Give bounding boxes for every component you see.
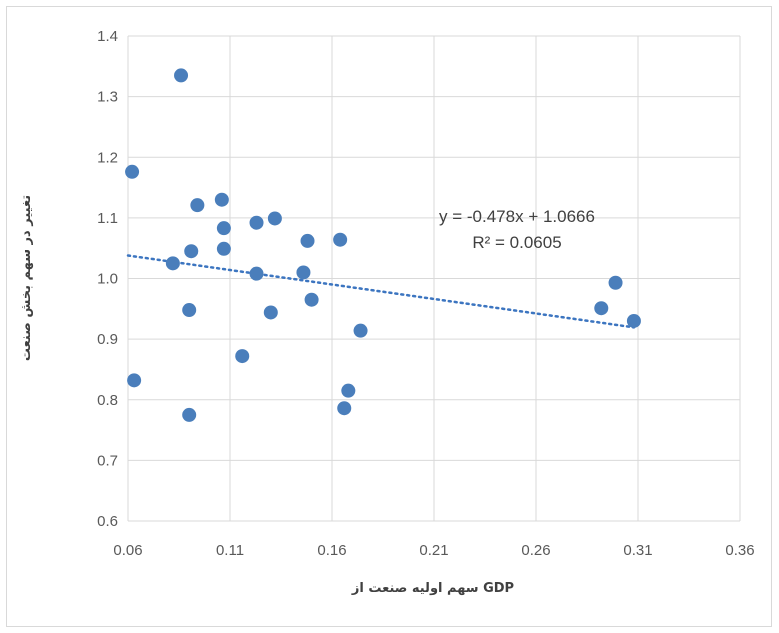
y-tick-label: 1.4	[97, 28, 118, 45]
data-point	[353, 323, 368, 338]
data-point	[216, 221, 231, 236]
data-point	[165, 256, 180, 271]
x-tick-label: 0.36	[725, 542, 754, 559]
y-tick-label: 0.6	[97, 513, 118, 530]
x-axis-title: سهم اولیه صنعت از GDP	[351, 581, 514, 596]
trendline-r-squared: R² = 0.0605	[472, 233, 561, 252]
y-tick-label: 1.2	[97, 149, 118, 166]
data-point	[190, 198, 205, 213]
data-point	[304, 292, 319, 307]
data-points	[125, 68, 641, 422]
data-point	[174, 68, 189, 83]
data-point	[249, 215, 264, 230]
data-point	[608, 275, 623, 290]
data-point	[626, 313, 641, 328]
data-point	[594, 301, 609, 316]
y-tick-label: 0.8	[97, 392, 118, 409]
data-point	[182, 303, 197, 318]
x-tick-label: 0.21	[419, 542, 448, 559]
data-point	[182, 407, 197, 422]
data-point	[125, 164, 140, 179]
gridlines	[127, 35, 741, 522]
data-point	[263, 305, 278, 320]
y-tick-label: 1.3	[97, 89, 118, 106]
data-point	[235, 349, 250, 364]
x-tick-label: 0.11	[216, 542, 244, 559]
data-point	[337, 401, 352, 416]
y-tick-label: 1.1	[97, 210, 118, 227]
data-point	[333, 232, 348, 247]
trendline-layer	[126, 254, 636, 329]
data-point	[296, 265, 311, 280]
y-axis-title: تغییر در سهم بخش صنعت	[19, 195, 34, 361]
x-tick-label: 0.06	[113, 542, 142, 559]
trendline-equation: y = -0.478x + 1.0666	[439, 207, 595, 226]
data-point	[300, 233, 315, 248]
tick-labels: 0.6 0.7 0.8 0.9 1.0 1.1 1.2 1.3 1.4 0.06 0.11 0.16 0…	[97, 28, 754, 559]
y-tick-label: 0.9	[97, 331, 118, 348]
x-tick-label: 0.16	[317, 542, 346, 559]
data-point	[216, 241, 231, 256]
data-point	[341, 383, 356, 398]
y-tick-label: 1.0	[97, 271, 118, 288]
x-tick-label: 0.26	[521, 542, 550, 559]
chart-frame	[6, 6, 772, 627]
data-point	[127, 373, 142, 388]
y-tick-label: 0.7	[97, 452, 118, 469]
trendline	[126, 254, 636, 329]
data-point	[267, 211, 282, 226]
data-point	[214, 192, 229, 207]
x-tick-label: 0.31	[623, 542, 652, 559]
data-point	[184, 244, 199, 259]
data-point	[249, 266, 264, 281]
